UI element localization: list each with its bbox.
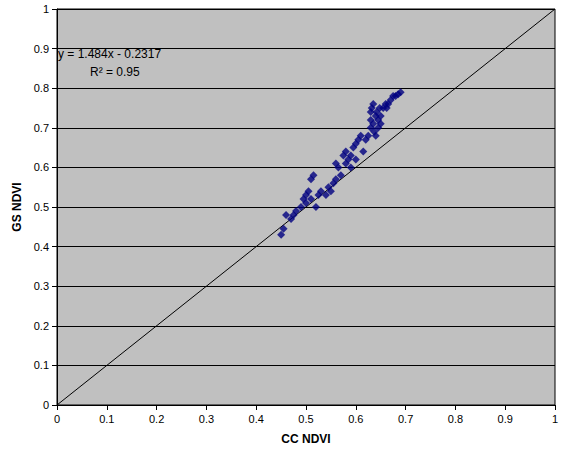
svg-text:0.2: 0.2 [34, 320, 49, 332]
svg-text:0: 0 [54, 413, 60, 425]
svg-text:0.3: 0.3 [199, 413, 214, 425]
svg-text:0.9: 0.9 [34, 43, 49, 55]
svg-text:0.2: 0.2 [149, 413, 164, 425]
svg-text:GS NDVI: GS NDVI [10, 182, 24, 231]
svg-text:0.8: 0.8 [34, 82, 49, 94]
svg-text:0.7: 0.7 [34, 122, 49, 134]
svg-text:1: 1 [552, 413, 558, 425]
svg-text:CC NDVI: CC NDVI [281, 432, 330, 446]
svg-text:0.6: 0.6 [34, 161, 49, 173]
svg-text:0.4: 0.4 [34, 241, 49, 253]
svg-text:1: 1 [43, 3, 49, 15]
svg-text:0.5: 0.5 [298, 413, 313, 425]
svg-text:0.1: 0.1 [34, 359, 49, 371]
svg-text:0.6: 0.6 [348, 413, 363, 425]
svg-text:0.9: 0.9 [498, 413, 513, 425]
svg-text:R² = 0.95: R² = 0.95 [90, 65, 140, 79]
svg-text:0.8: 0.8 [448, 413, 463, 425]
svg-text:0.4: 0.4 [249, 413, 264, 425]
svg-text:0.7: 0.7 [398, 413, 413, 425]
svg-text:0.5: 0.5 [34, 201, 49, 213]
svg-text:0.3: 0.3 [34, 280, 49, 292]
svg-text:0: 0 [43, 399, 49, 411]
svg-text:0.1: 0.1 [99, 413, 114, 425]
svg-text:y = 1.484x - 0.2317: y = 1.484x - 0.2317 [58, 47, 161, 61]
